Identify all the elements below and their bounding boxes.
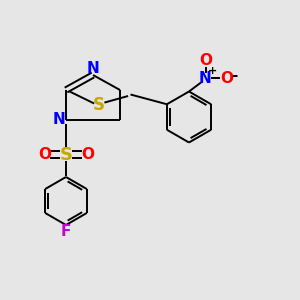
Text: O: O — [38, 147, 51, 162]
Text: N: N — [52, 112, 65, 128]
Text: O: O — [81, 147, 94, 162]
Text: N: N — [87, 61, 99, 76]
Text: -: - — [231, 68, 238, 82]
Text: +: + — [208, 66, 217, 76]
Text: S: S — [93, 96, 105, 114]
Text: O: O — [220, 70, 233, 86]
Text: N: N — [199, 70, 212, 86]
Text: F: F — [61, 224, 71, 239]
Text: S: S — [59, 146, 73, 164]
Text: O: O — [199, 52, 212, 68]
